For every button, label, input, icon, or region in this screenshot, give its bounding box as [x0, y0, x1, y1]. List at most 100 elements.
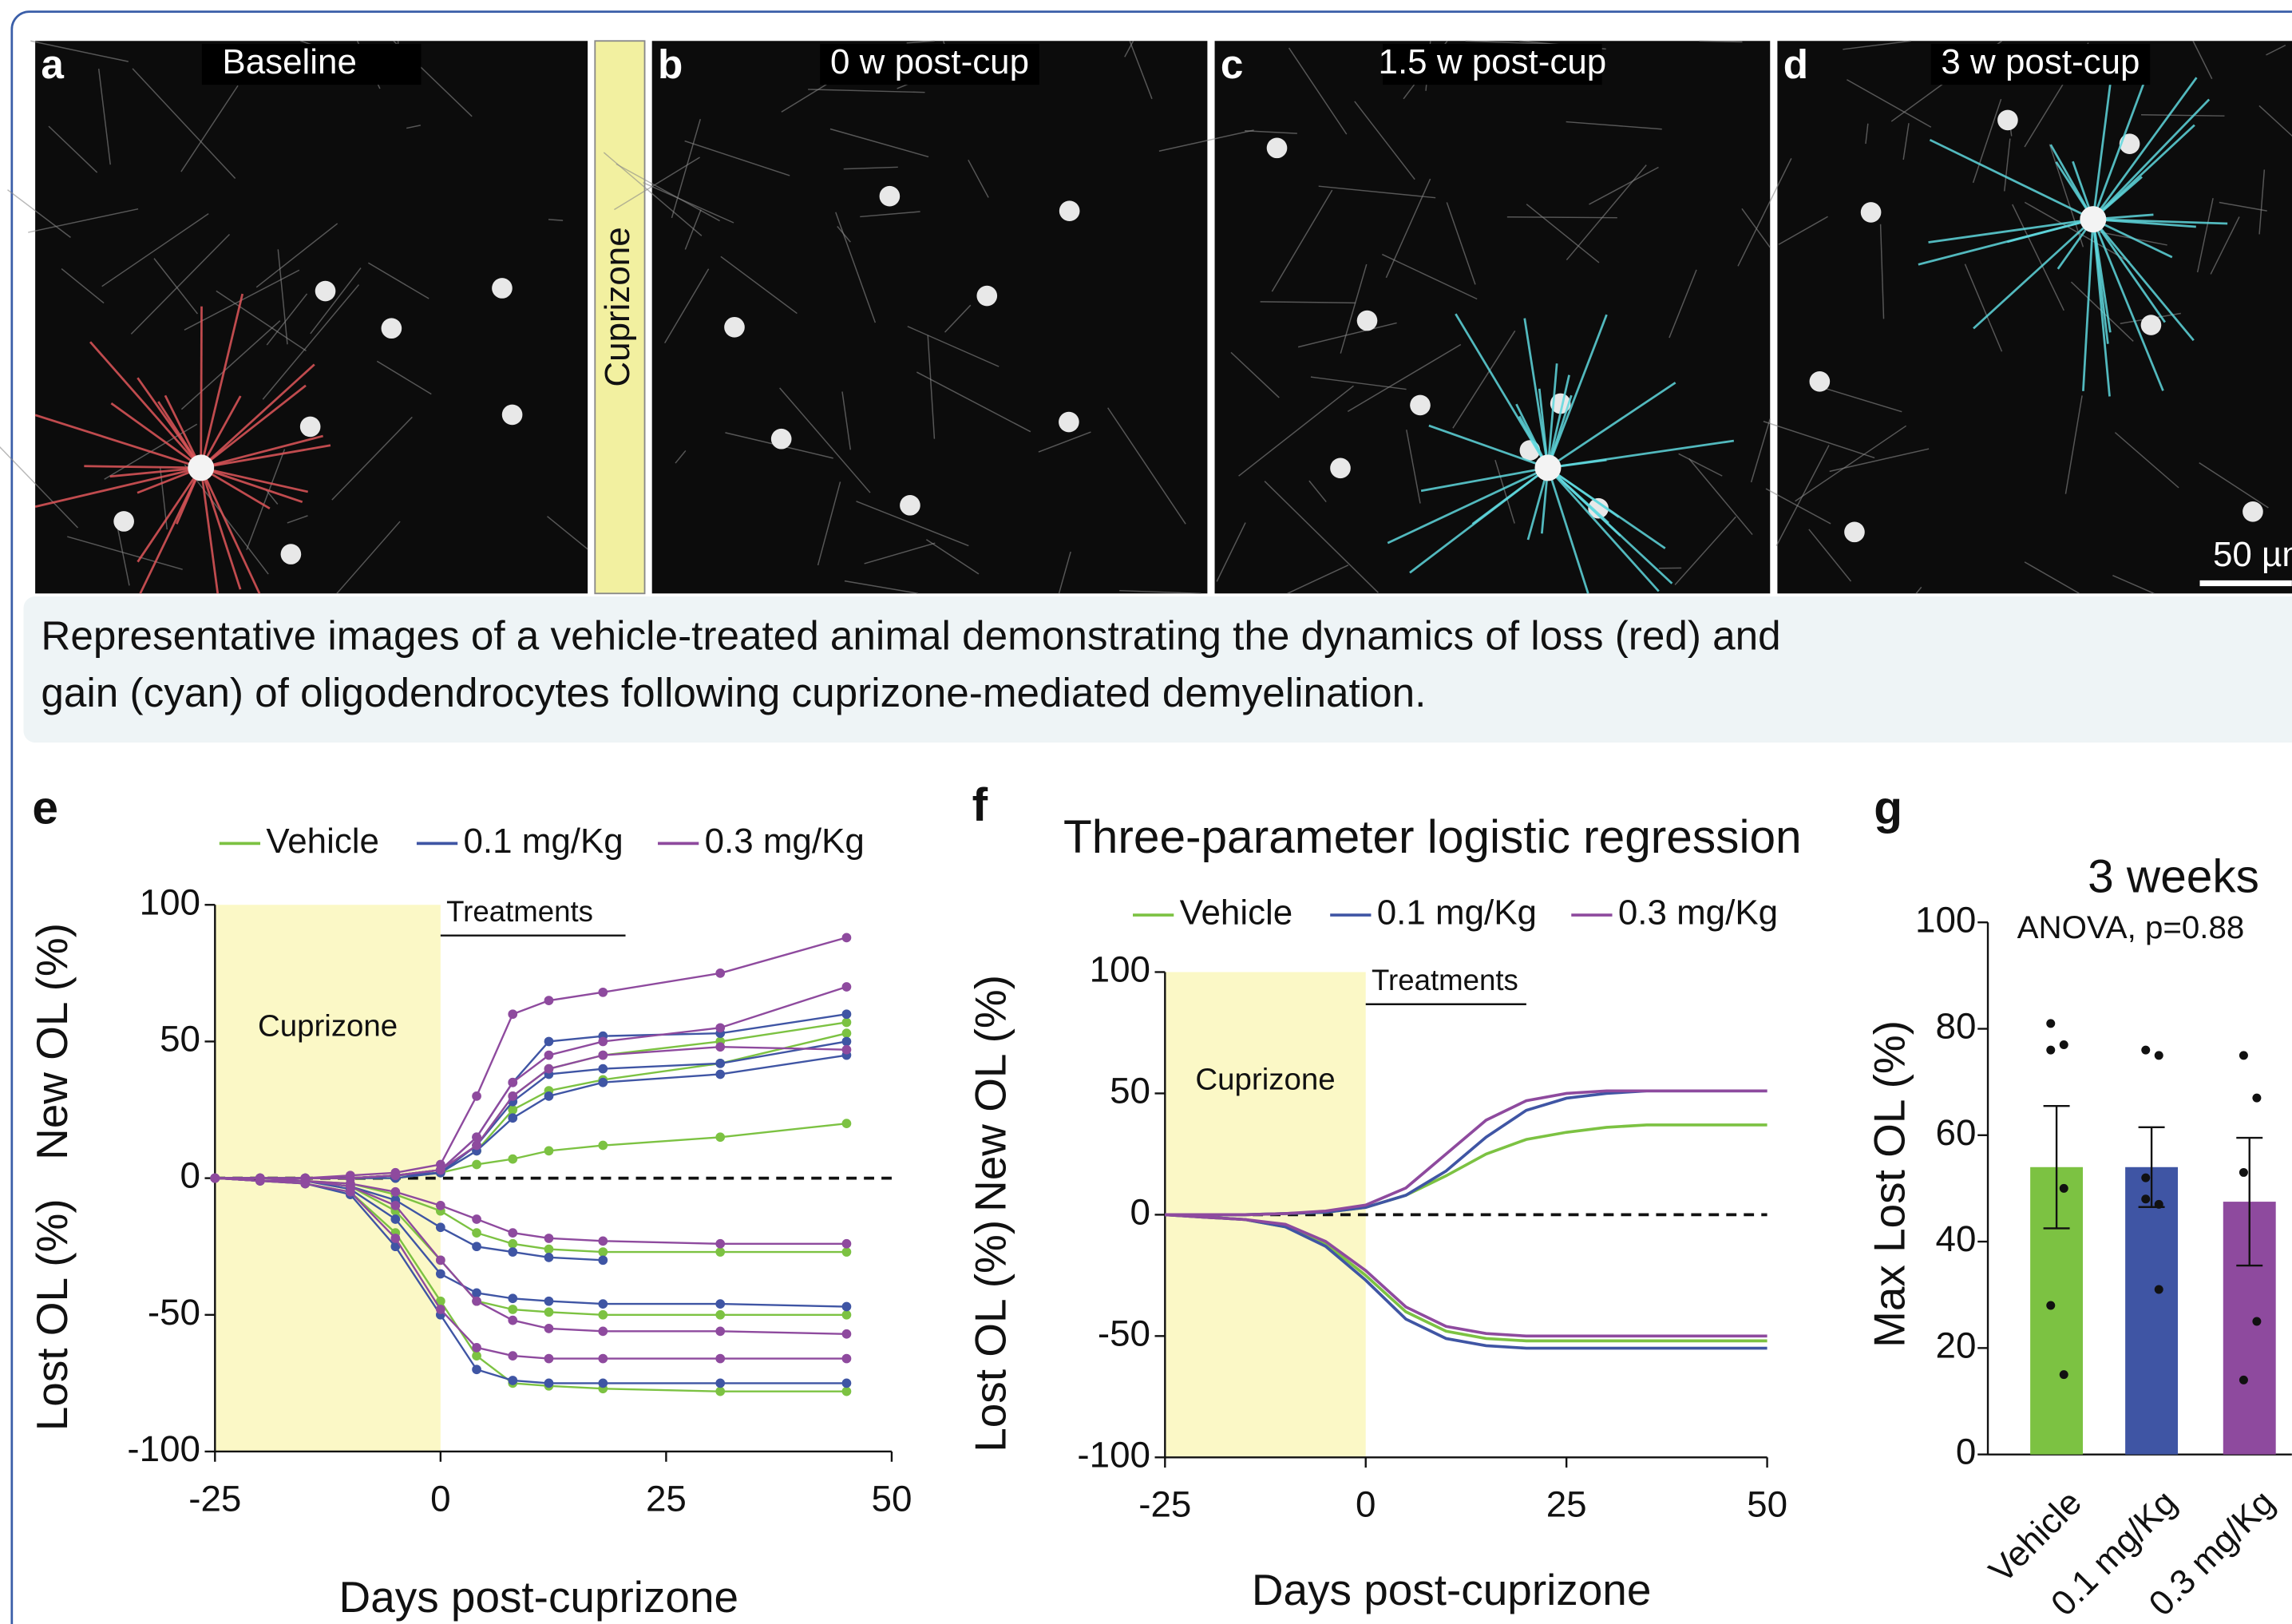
frame — [10, 10, 2292, 1624]
data-point — [598, 1247, 608, 1257]
data-point — [300, 1176, 311, 1186]
cell-body — [2243, 501, 2263, 522]
fiber — [1688, 458, 1753, 536]
data-point — [544, 1036, 554, 1047]
y-tick-label: 0 — [180, 1155, 200, 1196]
data-point — [472, 1091, 481, 1101]
y-tick-label: 50 — [1110, 1071, 1150, 1111]
data-point — [715, 1309, 726, 1320]
x-tick-label: -25 — [188, 1478, 241, 1519]
data-point — [841, 1119, 852, 1128]
fiber — [829, 128, 929, 158]
data-point — [841, 1386, 852, 1396]
data-point — [472, 1132, 481, 1143]
fiber — [1119, 589, 1201, 595]
y-axis-label: Lost OL (%) — [966, 1220, 1015, 1452]
data-line — [1165, 1213, 1767, 1338]
fiber — [262, 284, 360, 400]
fiber — [180, 320, 281, 410]
treatment-bar — [594, 40, 646, 595]
fiber — [2196, 198, 2214, 273]
fiber — [925, 539, 980, 575]
fiber — [1750, 418, 1771, 483]
fiber — [2192, 40, 2213, 80]
micrograph — [1777, 41, 2292, 594]
labeled-cell-process — [110, 402, 202, 469]
data-point — [472, 1159, 481, 1170]
data-point — [715, 1023, 726, 1033]
caption-line: gain (cyan) of oligodendrocytes followin… — [41, 670, 1426, 715]
labeled-cell-process — [1929, 138, 2094, 220]
data-point — [841, 1329, 852, 1339]
data-point — [390, 1242, 401, 1252]
labeled-cell-process — [1471, 466, 1549, 525]
labeled-cell-process — [2092, 218, 2196, 228]
image-letter: b — [658, 42, 683, 87]
data-point — [2154, 1199, 2163, 1209]
fiber — [277, 249, 288, 345]
data-point — [508, 1305, 518, 1314]
fiber — [1238, 385, 1354, 477]
fiber — [1385, 178, 1431, 279]
data-point — [598, 1064, 608, 1074]
fiber — [2199, 461, 2269, 509]
cell-body — [976, 285, 998, 307]
fiber — [216, 290, 307, 351]
fiber — [844, 580, 919, 595]
data-point — [508, 1376, 518, 1385]
fiber — [130, 233, 231, 335]
data-point — [508, 1238, 518, 1249]
panel-letter: f — [972, 779, 988, 831]
data-line — [215, 1046, 847, 1179]
fiber — [837, 226, 851, 243]
labeled-cell-process — [1546, 314, 1608, 469]
data-point — [472, 1365, 481, 1375]
x-tick-label: 50 — [1747, 1484, 1787, 1525]
y-axis-label: Max Lost OL (%) — [1865, 1020, 1914, 1348]
fiber — [1271, 189, 1333, 292]
shaded-label: Cuprizone — [1195, 1062, 1335, 1096]
fiber — [0, 446, 79, 529]
image-title: 3 w post-cup — [1941, 42, 2140, 81]
labeled-cell-process — [2082, 219, 2095, 391]
image-title: 1.5 w post-cup — [1379, 42, 1607, 81]
fiber — [1446, 202, 1476, 285]
fiber — [817, 481, 841, 566]
data-point — [715, 1247, 726, 1257]
fiber — [2004, 138, 2011, 192]
fiber — [1308, 480, 1327, 503]
fiber — [1318, 185, 1436, 199]
data-point — [2141, 1194, 2151, 1204]
labeled-cell-process — [1546, 374, 1570, 469]
legend-label: Vehicle — [266, 822, 379, 861]
fiber — [1287, 564, 1349, 594]
labeled-cell-process — [200, 293, 244, 469]
data-point — [841, 1009, 852, 1020]
data-point — [508, 1228, 518, 1238]
data-point — [544, 1353, 554, 1364]
data-point — [841, 1017, 852, 1028]
labeled-cell-process — [164, 394, 202, 469]
panel-letter: g — [1874, 782, 1902, 834]
y-tick-label: 100 — [1090, 949, 1150, 990]
cell-body — [724, 316, 745, 338]
labeled-cell-body — [1534, 454, 1562, 481]
cell-body — [492, 278, 513, 299]
fiber — [835, 212, 877, 323]
fiber — [860, 211, 920, 218]
y-tick-label: -100 — [127, 1428, 200, 1469]
image-title-bg — [1383, 43, 1602, 85]
fiber — [1452, 330, 1516, 429]
fiber — [368, 262, 430, 299]
fiber — [153, 258, 199, 315]
y-tick-label: 0 — [1956, 1432, 1976, 1472]
fiber — [287, 515, 308, 524]
data-point — [2239, 1167, 2248, 1177]
data-point — [715, 1042, 726, 1052]
fiber — [720, 255, 798, 315]
labeled-cell-process — [200, 466, 309, 493]
fiber — [2266, 44, 2286, 56]
fiber — [2141, 113, 2225, 117]
fiber — [331, 416, 413, 501]
